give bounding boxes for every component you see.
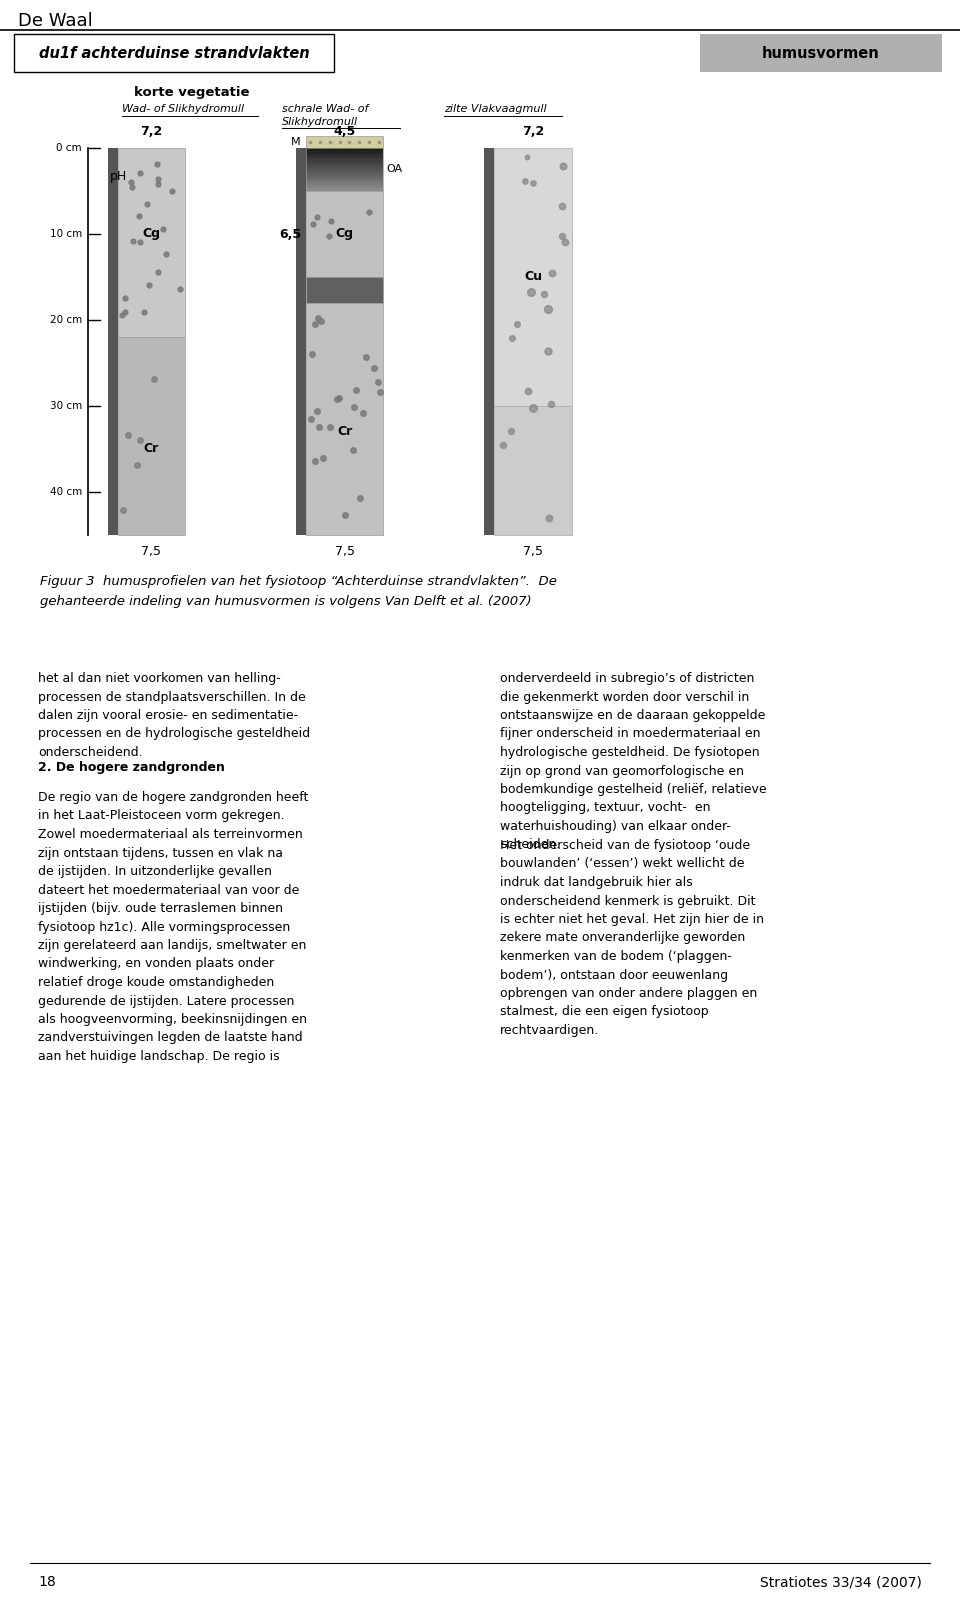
Text: Figuur 3  humusprofielen van het fysiotoop “Achterduinse strandvlakten”.  De
geh: Figuur 3 humusprofielen van het fysiotoo… <box>40 575 557 608</box>
Text: pH: pH <box>110 169 128 184</box>
Text: 6,5: 6,5 <box>278 227 301 241</box>
Text: 4,5: 4,5 <box>333 125 355 137</box>
Text: 20 cm: 20 cm <box>50 315 82 326</box>
Bar <box>494 406 572 535</box>
Text: De regio van de hogere zandgronden heeft
in het Laat-Pleistoceen vorm gekregen.
: De regio van de hogere zandgronden heeft… <box>38 791 308 1064</box>
Text: Cu: Cu <box>524 270 542 284</box>
Bar <box>306 171 383 174</box>
Text: 7,2: 7,2 <box>140 125 162 137</box>
Text: Cg: Cg <box>335 227 353 241</box>
Text: onderverdeeld in subregio’s of districten
die gekenmerkt worden door verschil in: onderverdeeld in subregio’s of districte… <box>500 672 767 851</box>
Text: korte vegetatie: korte vegetatie <box>134 86 250 99</box>
Bar <box>306 174 383 177</box>
Text: zilte Vlakvaagmull: zilte Vlakvaagmull <box>444 104 546 113</box>
Bar <box>306 188 383 192</box>
Bar <box>306 157 383 160</box>
Text: humusvormen: humusvormen <box>762 45 880 61</box>
Text: 7,5: 7,5 <box>141 545 161 557</box>
Text: 10 cm: 10 cm <box>50 228 82 240</box>
Bar <box>484 149 494 535</box>
Bar <box>306 192 383 276</box>
Bar <box>306 168 383 171</box>
Bar <box>306 150 383 153</box>
Text: du1f achterduinse strandvlakten: du1f achterduinse strandvlakten <box>38 45 309 61</box>
Bar <box>118 149 185 337</box>
Text: Cg: Cg <box>142 227 160 241</box>
Text: 40 cm: 40 cm <box>50 487 82 497</box>
Text: Wad- of Slikhydromull: Wad- of Slikhydromull <box>122 104 244 113</box>
Bar <box>306 179 383 182</box>
Bar <box>306 177 383 179</box>
Text: 7,5: 7,5 <box>334 545 354 557</box>
Bar <box>306 149 383 192</box>
Text: schrale Wad- of
Slikhydromull: schrale Wad- of Slikhydromull <box>282 104 369 128</box>
Text: 18: 18 <box>38 1575 56 1589</box>
Bar <box>14 34 334 72</box>
Text: M: M <box>292 137 301 147</box>
Text: OA: OA <box>386 164 402 174</box>
Bar <box>306 303 383 535</box>
Bar <box>118 337 185 535</box>
Bar <box>306 149 383 150</box>
Text: 7,5: 7,5 <box>523 545 543 557</box>
Bar <box>700 34 942 72</box>
Text: Het onderscheid van de fysiotoop ‘oude
bouwlanden’ (‘essen’) wekt wellicht de
in: Het onderscheid van de fysiotoop ‘oude b… <box>500 838 764 1036</box>
Text: Cr: Cr <box>337 425 352 438</box>
Text: Stratiotes 33/34 (2007): Stratiotes 33/34 (2007) <box>760 1575 922 1589</box>
Bar <box>306 276 383 303</box>
Text: Cr: Cr <box>144 442 159 455</box>
Text: 30 cm: 30 cm <box>50 401 82 410</box>
Text: 2. De hogere zandgronden: 2. De hogere zandgronden <box>38 762 225 775</box>
Bar <box>306 164 383 168</box>
Text: De Waal: De Waal <box>18 13 93 30</box>
Bar <box>306 163 383 164</box>
Text: 7,2: 7,2 <box>522 125 544 137</box>
Bar <box>306 185 383 188</box>
Text: 0 cm: 0 cm <box>57 144 82 153</box>
Bar <box>108 149 118 535</box>
Bar <box>306 182 383 185</box>
Bar <box>306 153 383 157</box>
Bar <box>296 149 306 535</box>
Bar <box>306 136 383 149</box>
Text: het al dan niet voorkomen van helling-
processen de standplaatsverschillen. In d: het al dan niet voorkomen van helling- p… <box>38 672 310 759</box>
Bar <box>306 160 383 163</box>
Bar <box>494 149 572 406</box>
